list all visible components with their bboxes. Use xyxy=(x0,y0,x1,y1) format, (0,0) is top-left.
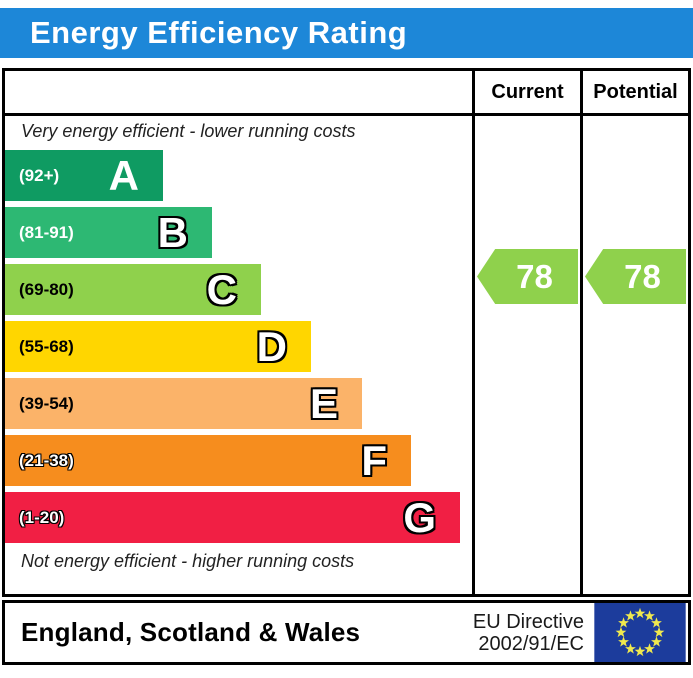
band-row-d: (55-68) D xyxy=(5,321,311,372)
potential-rating-value: 78 xyxy=(624,257,661,295)
column-header-current: Current xyxy=(472,71,580,116)
region-label: England, Scotland & Wales xyxy=(21,617,361,647)
band-range-label: (39-54) xyxy=(19,393,74,413)
band-row-e: (39-54) E xyxy=(5,378,362,429)
page-title: Energy Efficiency Rating xyxy=(30,15,408,50)
bottom-caption: Not energy efficient - higher running co… xyxy=(21,551,355,571)
band-row-b: (81-91) B xyxy=(5,207,212,258)
rating-bands: (92+) A (81-91) B (69-80) C (55-68) D (3… xyxy=(5,150,472,543)
potential-value-cell: 78 xyxy=(580,116,688,594)
top-caption: Very energy efficient - lower running co… xyxy=(21,121,356,141)
eu-directive-label: EU Directive 2002/91/EC xyxy=(473,611,584,655)
band-range-label: (1-20) xyxy=(19,507,65,527)
band-letter: F xyxy=(361,437,387,484)
band-letter: A xyxy=(108,152,139,199)
band-letter: D xyxy=(256,323,287,370)
current-rating-arrow: 78 xyxy=(477,249,578,304)
band-row-f: (21-38) F xyxy=(5,435,411,486)
band-letter: B xyxy=(157,209,188,256)
current-value-cell: 78 xyxy=(472,116,580,594)
band-letter: C xyxy=(206,266,237,313)
table-corner-cell xyxy=(5,71,472,116)
title-bar: Energy Efficiency Rating xyxy=(0,8,693,58)
column-header-potential: Potential xyxy=(580,71,688,116)
band-range-label: (21-38) xyxy=(19,450,74,470)
band-letter: E xyxy=(309,380,338,427)
band-range-label: (81-91) xyxy=(19,222,74,242)
band-range-label: (69-80) xyxy=(19,279,74,299)
band-range-label: (55-68) xyxy=(19,336,74,356)
band-row-a: (92+) A xyxy=(5,150,163,201)
eu-flag-icon xyxy=(594,603,686,662)
band-row-c: (69-80) C xyxy=(5,264,261,315)
band-letter: G xyxy=(403,494,436,541)
footer-bar: England, Scotland & Wales EU Directive 2… xyxy=(2,600,691,665)
band-row-g: (1-20) G xyxy=(5,492,460,543)
current-rating-value: 78 xyxy=(516,257,553,295)
rating-scale-chart: Very energy efficient - lower running co… xyxy=(5,116,472,594)
eu-directive-line2: 2002/91/EC xyxy=(478,632,584,655)
rating-table: Current Potential Very energy efficient … xyxy=(2,68,691,597)
eu-directive-line1: EU Directive xyxy=(472,610,584,633)
potential-rating-arrow: 78 xyxy=(585,249,686,304)
band-range-label: (92+) xyxy=(19,165,60,185)
